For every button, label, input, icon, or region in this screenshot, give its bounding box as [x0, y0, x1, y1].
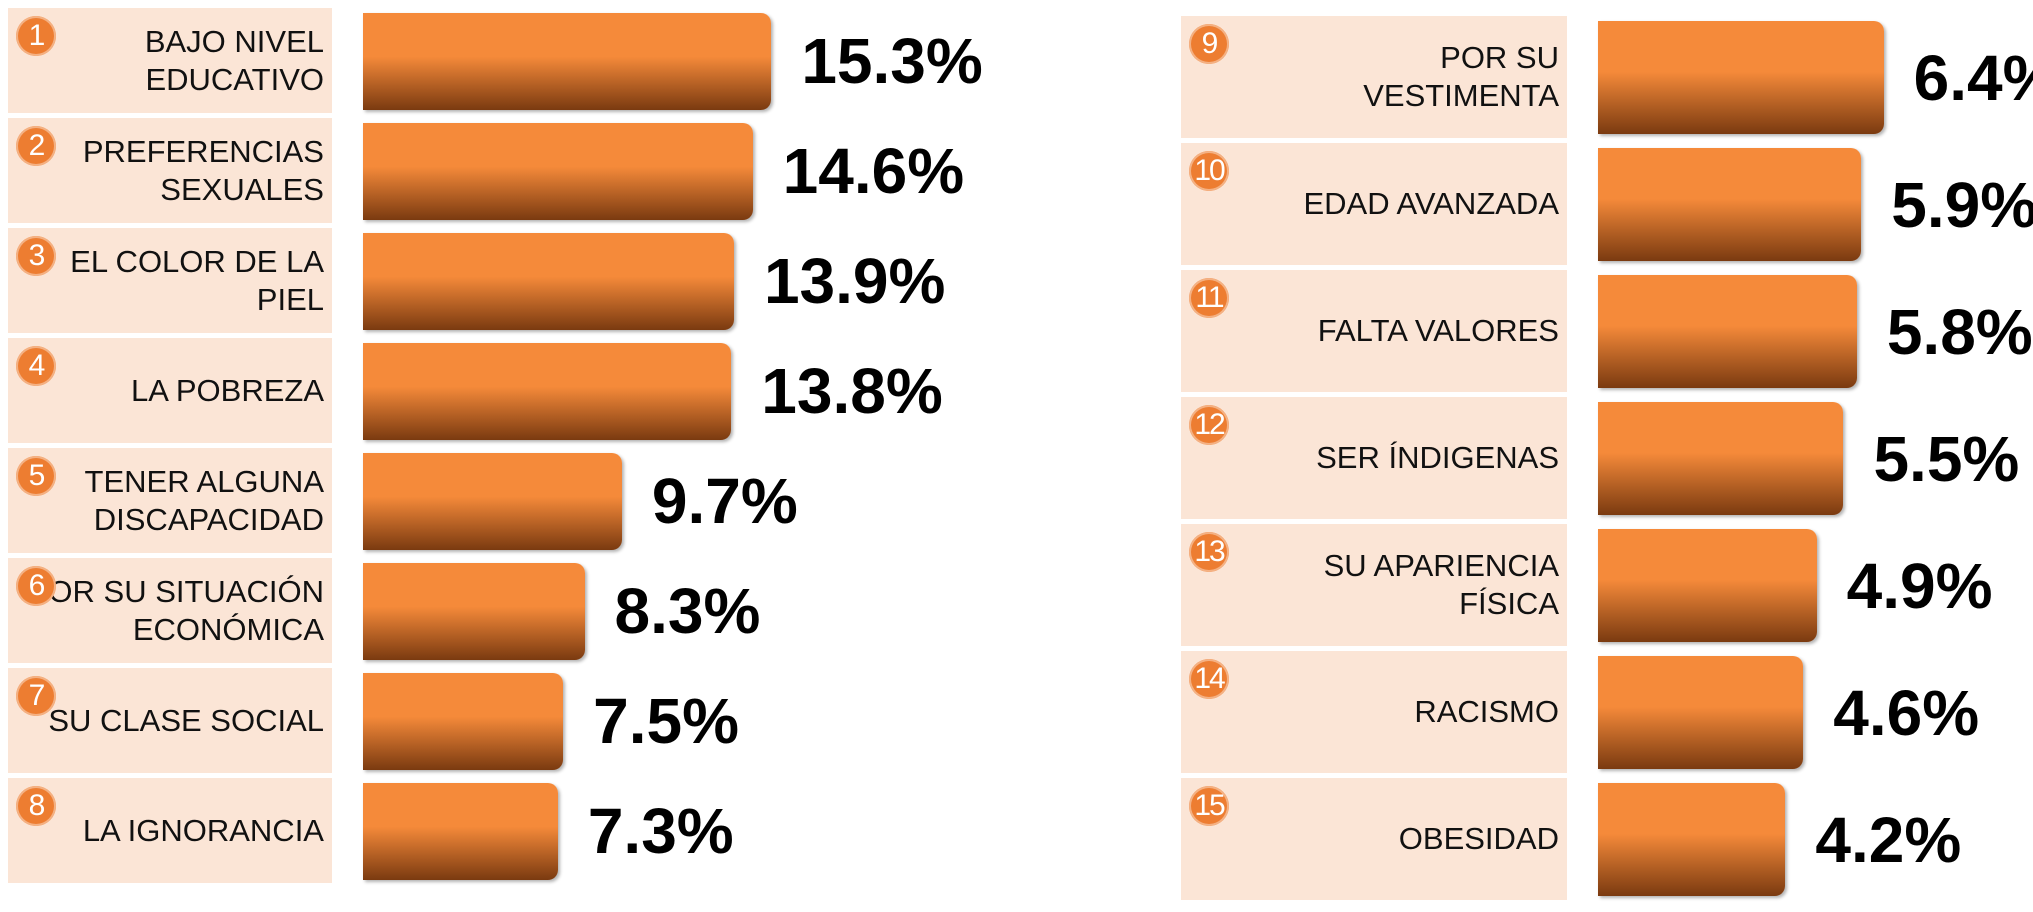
rank-badge: 7	[16, 676, 56, 716]
bar	[1598, 21, 1884, 134]
value-label: 14.6%	[782, 135, 965, 207]
category-label: EL COLOR DE LA PIEL	[70, 243, 324, 317]
label-box: SER ÍNDIGENAS 12	[1181, 397, 1567, 519]
rank-badge: 14	[1189, 659, 1229, 699]
bar	[1598, 402, 1844, 515]
label-box: POR SU VESTIMENTA 9	[1181, 16, 1567, 138]
value-label: 15.3%	[801, 25, 983, 97]
category-label: POR SU VESTIMENTA	[1363, 40, 1559, 113]
rank-badge: 12	[1189, 405, 1229, 445]
category-label: OBESIDAD	[1398, 821, 1559, 856]
bar	[363, 782, 558, 880]
category-label: PREFERENCIAS SEXUALES	[82, 133, 324, 207]
label-box: POR SU SITUACIÓN ECONÓMICA 6	[8, 558, 332, 663]
bar	[363, 452, 622, 550]
value-label: 7.3%	[587, 795, 734, 867]
label-box: LA POBREZA 4	[8, 338, 332, 443]
category-label: LA IGNORANCIA	[82, 812, 324, 848]
label-box: TENER ALGUNA DISCAPACIDAD 5	[8, 448, 332, 553]
label-box: PREFERENCIAS SEXUALES 2	[8, 118, 332, 223]
rank-badge: 11	[1189, 278, 1229, 318]
rank-badge: 1	[16, 16, 56, 56]
value-label: 4.2%	[1815, 803, 1962, 876]
label-box: SU APARIENCIA FÍSICA 13	[1181, 524, 1567, 646]
bar	[363, 122, 753, 220]
category-label: EDAD AVANZADA	[1303, 186, 1559, 221]
value-label: 13.8%	[761, 355, 943, 427]
rank-badge: 5	[16, 456, 56, 496]
bar	[1598, 529, 1817, 642]
category-label: TENER ALGUNA DISCAPACIDAD	[84, 463, 324, 537]
bar	[1598, 148, 1862, 261]
bar	[363, 562, 585, 660]
value-label: 13.9%	[763, 245, 946, 317]
value-label: 4.6%	[1833, 676, 1980, 749]
label-box: BAJO NIVEL EDUCATIVO 1	[8, 8, 332, 113]
value-label: 4.9%	[1846, 549, 1993, 622]
label-box: EDAD AVANZADA 10	[1181, 143, 1567, 265]
bar	[363, 672, 564, 770]
label-box: FALTA VALORES 11	[1181, 270, 1567, 392]
label-box: OBESIDAD 15	[1181, 778, 1567, 900]
label-box: SU CLASE SOCIAL 7	[8, 668, 332, 773]
category-label: BAJO NIVEL EDUCATIVO	[144, 23, 324, 97]
category-label: POR SU SITUACIÓN ECONÓMICA	[27, 573, 324, 647]
label-box: LA IGNORANCIA 8	[8, 778, 332, 883]
bar	[1598, 275, 1857, 388]
value-label: 9.7%	[651, 465, 798, 537]
category-label: RACISMO	[1414, 694, 1559, 729]
rank-badge: 8	[16, 786, 56, 826]
bar	[363, 12, 772, 110]
category-label: LA POBREZA	[131, 372, 324, 408]
category-label: SU CLASE SOCIAL	[48, 702, 324, 738]
rank-badge: 4	[16, 346, 56, 386]
value-label: 7.5%	[593, 685, 740, 757]
bar	[363, 342, 732, 440]
rank-badge: 6	[16, 566, 56, 606]
label-box: RACISMO 14	[1181, 651, 1567, 773]
rank-badge: 2	[16, 126, 56, 166]
rank-badge: 10	[1189, 151, 1229, 191]
category-label: SER ÍNDIGENAS	[1316, 440, 1559, 475]
value-label: 5.5%	[1873, 422, 2020, 495]
label-box: EL COLOR DE LA PIEL 3	[8, 228, 332, 333]
rank-badge: 9	[1189, 24, 1229, 64]
bar	[1598, 656, 1804, 769]
category-label: FALTA VALORES	[1317, 313, 1559, 348]
bar	[363, 232, 734, 330]
value-label: 8.3%	[614, 575, 761, 647]
rank-badge: 15	[1189, 786, 1229, 826]
value-label: 5.9%	[1891, 168, 2033, 241]
value-label: 6.4%	[1913, 41, 2033, 114]
bar	[1598, 783, 1786, 896]
value-label: 5.8%	[1886, 295, 2033, 368]
rank-badge: 3	[16, 236, 56, 276]
rank-badge: 13	[1189, 532, 1229, 572]
category-label: SU APARIENCIA FÍSICA	[1323, 548, 1559, 621]
